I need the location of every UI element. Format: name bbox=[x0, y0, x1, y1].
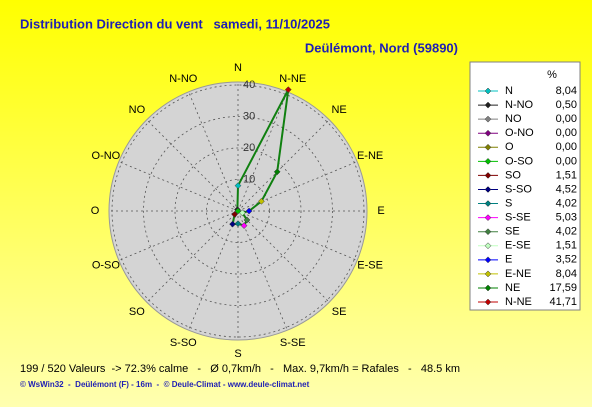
radial-line bbox=[237, 210, 358, 261]
data-point bbox=[231, 211, 238, 218]
legend-label: S-SO bbox=[505, 183, 532, 195]
legend-marker bbox=[484, 270, 492, 278]
legend-marker bbox=[484, 143, 492, 151]
radial-line bbox=[237, 119, 330, 212]
direction-label: E-SE bbox=[357, 260, 383, 272]
legend-value: 0,00 bbox=[556, 113, 577, 125]
legend-marker bbox=[484, 186, 492, 193]
direction-label: N-NE bbox=[279, 73, 306, 85]
data-point bbox=[234, 182, 242, 190]
data-point bbox=[229, 220, 236, 228]
radial-line bbox=[146, 210, 239, 303]
data-point bbox=[240, 222, 248, 229]
direction-label: N-NO bbox=[169, 73, 198, 85]
chart-title: Distribution Direction du vent samedi, 1… bbox=[20, 16, 330, 31]
legend-label: SO bbox=[505, 169, 521, 181]
data-point bbox=[273, 168, 281, 176]
grid-circle bbox=[143, 116, 333, 306]
legend-marker bbox=[484, 157, 492, 165]
legend-value: 8,04 bbox=[556, 85, 577, 97]
legend-value: 8,04 bbox=[556, 268, 577, 280]
legend-label: E-SE bbox=[505, 240, 531, 252]
legend-marker bbox=[484, 115, 492, 123]
direction-label: SE bbox=[332, 306, 347, 318]
legend-title: % bbox=[547, 69, 557, 81]
radial-line bbox=[118, 210, 239, 261]
legend-value: 17,59 bbox=[549, 282, 577, 294]
r-tick-label: 40 bbox=[243, 79, 255, 91]
direction-label: SO bbox=[129, 306, 145, 318]
legend-marker bbox=[484, 129, 492, 137]
legend-marker bbox=[484, 228, 492, 236]
footer: 199 / 520 Valeurs -> 72.3% calme - Ø 0,7… bbox=[20, 363, 460, 375]
legend-marker bbox=[484, 214, 492, 221]
direction-label: E-NE bbox=[357, 150, 383, 162]
legend-value: 3,52 bbox=[556, 254, 577, 266]
legend-label: N-NO bbox=[505, 99, 534, 111]
legend-value: 0,00 bbox=[556, 155, 577, 167]
legend-marker bbox=[484, 101, 492, 109]
legend-label: E-NE bbox=[505, 268, 531, 280]
legend-value: 0,00 bbox=[556, 127, 577, 139]
legend-label: NO bbox=[505, 113, 522, 125]
legend-label: S-SE bbox=[505, 212, 531, 224]
data-point bbox=[284, 86, 292, 93]
legend-value: 1,51 bbox=[556, 169, 577, 181]
legend-marker bbox=[484, 172, 492, 179]
legend-label: S bbox=[505, 197, 512, 209]
credits: © WsWin32 - Deülémont (F) - 16m - © Deul… bbox=[20, 380, 310, 389]
direction-label: NE bbox=[331, 104, 346, 116]
legend-marker bbox=[484, 298, 492, 306]
grid-circle bbox=[174, 147, 302, 275]
direction-label: S bbox=[234, 348, 241, 360]
legend-label: N-NE bbox=[505, 296, 532, 308]
legend-marker bbox=[484, 256, 492, 264]
radial-line bbox=[237, 210, 330, 303]
direction-label: E bbox=[377, 205, 384, 217]
direction-label: S-SO bbox=[170, 337, 197, 349]
direction-label: S-SE bbox=[280, 337, 306, 349]
radial-line bbox=[237, 91, 288, 212]
radial-line bbox=[188, 210, 239, 331]
r-tick-label: 30 bbox=[243, 110, 255, 122]
legend-label: N bbox=[505, 85, 513, 97]
legend-label: NE bbox=[505, 282, 520, 294]
legend-value: 0,50 bbox=[556, 99, 577, 111]
legend-value: 0,00 bbox=[556, 141, 577, 153]
chart-subtitle: Deülémont, Nord (59890) bbox=[305, 40, 458, 55]
radial-line bbox=[237, 161, 358, 212]
legend-value: 5,03 bbox=[556, 212, 577, 224]
data-point bbox=[243, 216, 251, 224]
legend-value: 4,02 bbox=[556, 197, 577, 209]
legend-label: O bbox=[505, 141, 514, 153]
legend-value: 41,71 bbox=[549, 296, 577, 308]
radial-line bbox=[118, 161, 239, 212]
direction-label: O bbox=[91, 205, 100, 217]
legend-marker bbox=[484, 242, 492, 250]
direction-label: NO bbox=[129, 104, 146, 116]
legend-marker bbox=[484, 87, 492, 95]
data-point bbox=[258, 197, 265, 205]
legend-label: O-NO bbox=[505, 127, 534, 139]
direction-label: O-NO bbox=[92, 150, 121, 162]
direction-label: N bbox=[234, 62, 242, 74]
radial-line bbox=[237, 210, 288, 331]
data-point bbox=[234, 220, 242, 228]
r-tick-label: 20 bbox=[243, 142, 255, 154]
radial-line bbox=[188, 91, 239, 212]
legend-label: O-SO bbox=[505, 155, 534, 167]
legend-value: 1,51 bbox=[556, 240, 577, 252]
legend-value: 4,52 bbox=[556, 183, 577, 195]
legend-value: 4,02 bbox=[556, 226, 577, 238]
radial-line bbox=[146, 119, 239, 212]
legend-marker bbox=[484, 200, 492, 207]
data-point bbox=[239, 209, 246, 217]
r-tick-label: 10 bbox=[243, 173, 255, 185]
data-point bbox=[245, 207, 253, 215]
legend-marker bbox=[484, 284, 492, 292]
legend-label: E bbox=[505, 254, 512, 266]
legend-label: SE bbox=[505, 226, 520, 238]
direction-label: O-SO bbox=[92, 260, 121, 272]
